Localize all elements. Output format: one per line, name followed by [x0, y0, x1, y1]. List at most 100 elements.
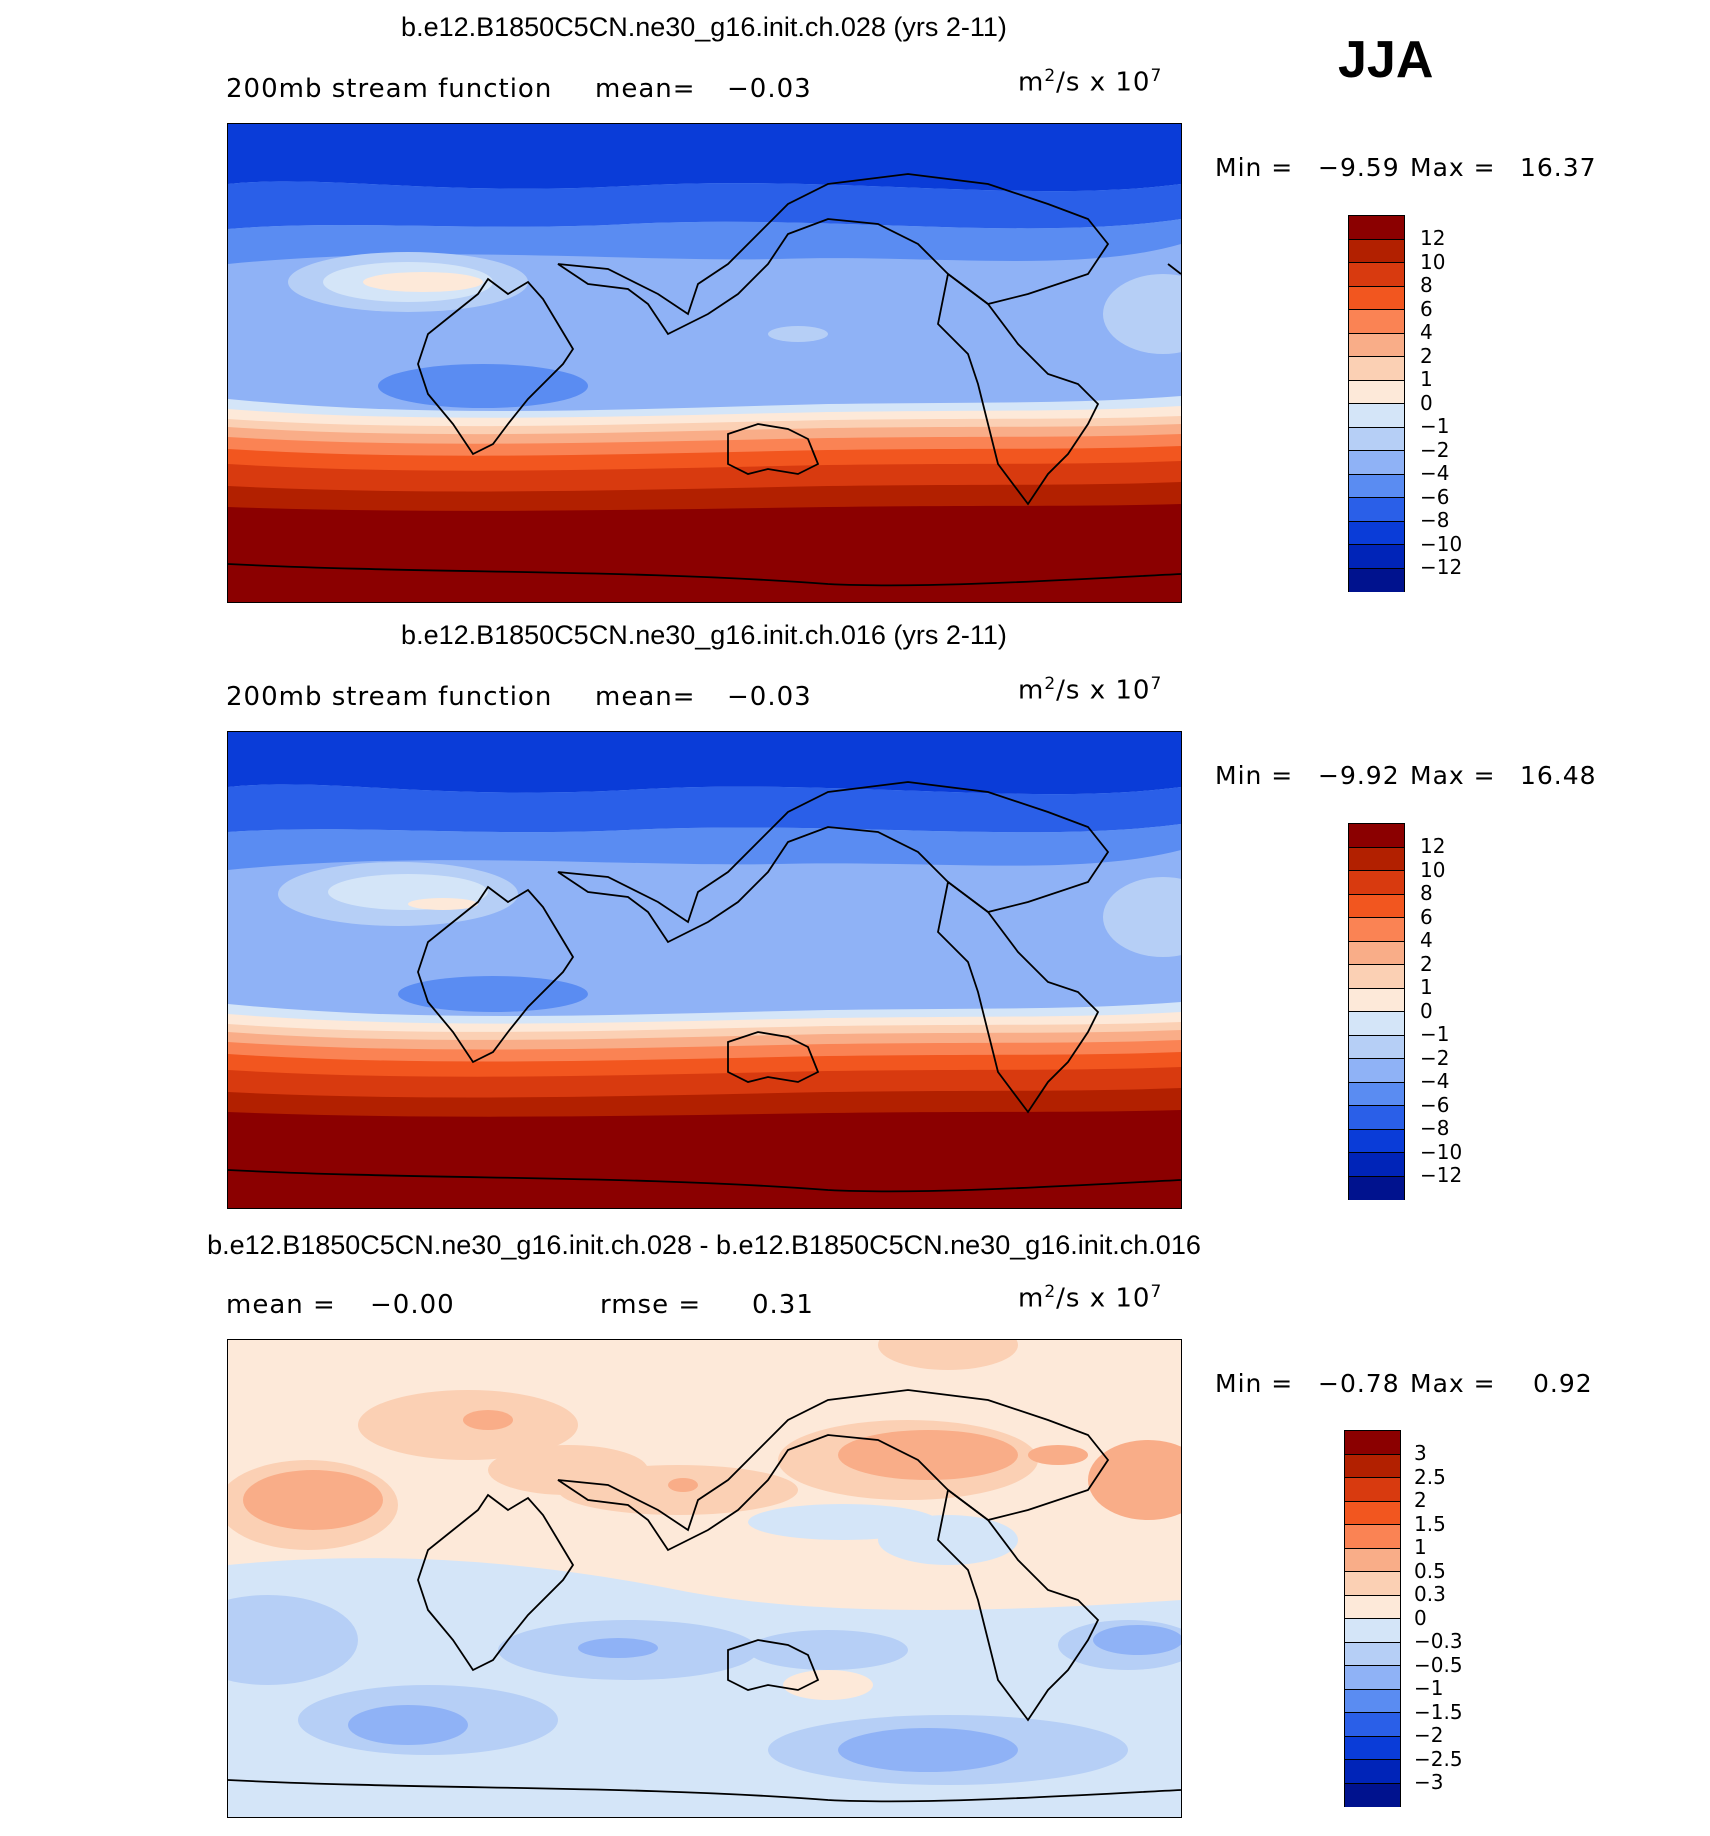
panel1-colorbar-cell — [1349, 286, 1404, 310]
colorbar-tick: 12 — [1420, 834, 1446, 858]
panel2-colorbar — [1348, 823, 1405, 1200]
panel2-colorbar-cell — [1349, 1035, 1404, 1059]
colorbar-tick: 6 — [1420, 904, 1433, 929]
panel3-colorbar-cell — [1345, 1454, 1400, 1478]
panel2-colorbar-cell — [1349, 824, 1404, 848]
panel1-colorbar — [1348, 215, 1405, 592]
panel2-colorbar-cell — [1349, 1153, 1404, 1177]
panel1-max-label: Max = — [1410, 153, 1496, 182]
colorbar-tick: 8 — [1420, 881, 1433, 905]
panel3-colorbar-cell — [1345, 1501, 1400, 1525]
panel1-min-value: −9.59 — [1318, 153, 1400, 182]
panel1-mean-label: mean= — [595, 74, 696, 104]
panel3-map — [227, 1339, 1182, 1818]
colorbar-tick: −10 — [1420, 1139, 1463, 1164]
colorbar-tick: −8 — [1420, 1116, 1450, 1140]
colorbar-tick: 1.5 — [1414, 1511, 1446, 1536]
panel2-colorbar-cell — [1349, 1082, 1404, 1106]
colorbar-tick: −6 — [1420, 1092, 1450, 1117]
panel1-field-label: 200mb stream function — [226, 74, 553, 104]
panel1-colorbar-cell — [1349, 474, 1404, 498]
panel3-colorbar-cell — [1345, 1760, 1400, 1784]
panel3-colorbar-cell — [1345, 1713, 1400, 1737]
panel3-rmse-label: rmse = — [600, 1290, 702, 1320]
panel2-max-label: Max = — [1410, 761, 1496, 790]
panel3-min-label: Min = — [1215, 1369, 1294, 1398]
colorbar-tick: 0 — [1420, 390, 1433, 415]
panel3-max-value: 0.92 — [1533, 1369, 1593, 1398]
colorbar-tick: 8 — [1420, 273, 1433, 297]
colorbar-tick: 4 — [1420, 320, 1433, 344]
panel2-colorbar-cell — [1349, 1012, 1404, 1036]
panel1-units: m2/s x 107 — [1018, 66, 1163, 98]
panel3-colorbar-cell — [1345, 1525, 1400, 1549]
panel1-colorbar-cell — [1349, 521, 1404, 545]
panel2-colorbar-cell — [1349, 965, 1404, 989]
panel2-field-label: 200mb stream function — [226, 682, 553, 712]
colorbar-tick: −6 — [1420, 484, 1450, 509]
panel1-map — [227, 123, 1182, 603]
colorbar-tick: 10 — [1420, 857, 1446, 882]
panel1-title: b.e12.B1850C5CN.ne30_g16.init.ch.028 (yr… — [401, 12, 1007, 42]
colorbar-tick: −1 — [1420, 1022, 1450, 1046]
panel2-min-value: −9.92 — [1318, 761, 1400, 790]
panel2-colorbar-cell — [1349, 894, 1404, 918]
colorbar-tick: 2 — [1414, 1488, 1427, 1512]
panel1-colorbar-cell — [1349, 216, 1404, 240]
panel1-colorbar-cell — [1349, 263, 1404, 287]
colorbar-tick: 1 — [1420, 367, 1433, 391]
panel2-units: m2/s x 107 — [1018, 674, 1163, 706]
colorbar-tick: 0.3 — [1414, 1582, 1446, 1606]
panel3-mean-label: mean = — [226, 1290, 336, 1320]
panel2-colorbar-cell — [1349, 1176, 1404, 1200]
panel2-colorbar-cell — [1349, 988, 1404, 1012]
panel3-colorbar-cell — [1345, 1783, 1400, 1807]
colorbar-tick: −1.5 — [1414, 1699, 1463, 1724]
panel1-colorbar-cell — [1349, 498, 1404, 522]
panel2-colorbar-cell — [1349, 1129, 1404, 1153]
colorbar-tick: 4 — [1420, 928, 1433, 952]
colorbar-tick: −2 — [1420, 1045, 1450, 1070]
panel2-map — [227, 731, 1182, 1209]
panel1-colorbar-cell — [1349, 239, 1404, 263]
panel3-max-label: Max = — [1410, 1369, 1496, 1398]
colorbar-tick: −8 — [1420, 508, 1450, 532]
colorbar-tick: −1 — [1420, 414, 1450, 438]
panel1-max-value: 16.37 — [1520, 153, 1597, 182]
colorbar-tick: −2 — [1414, 1723, 1444, 1747]
panel2-colorbar-cell — [1349, 871, 1404, 895]
colorbar-tick: 1 — [1420, 975, 1433, 999]
colorbar-tick: 10 — [1420, 249, 1446, 274]
colorbar-tick: −0.3 — [1414, 1629, 1463, 1653]
colorbar-tick: −2 — [1420, 437, 1450, 462]
colorbar-tick: 0 — [1414, 1605, 1427, 1630]
panel2-mean-value: −0.03 — [727, 682, 812, 712]
panel3-colorbar-cell — [1345, 1572, 1400, 1596]
panel3-min-value: −0.78 — [1318, 1369, 1400, 1398]
colorbar-tick: 12 — [1420, 226, 1446, 250]
colorbar-tick: −1 — [1414, 1676, 1444, 1700]
panel2-mean-label: mean= — [595, 682, 696, 712]
colorbar-tick: 6 — [1420, 296, 1433, 321]
panel3-units: m2/s x 107 — [1018, 1282, 1163, 1314]
colorbar-tick: 2 — [1420, 343, 1433, 368]
panel3-colorbar-cell — [1345, 1666, 1400, 1690]
panel1-colorbar-cell — [1349, 357, 1404, 381]
colorbar-tick: 0 — [1420, 998, 1433, 1023]
panel2-title: b.e12.B1850C5CN.ne30_g16.init.ch.016 (yr… — [401, 620, 1007, 650]
colorbar-tick: −4 — [1420, 461, 1450, 485]
panel3-field — [228, 1340, 1181, 1817]
panel1-colorbar-cell — [1349, 333, 1404, 357]
panel3-colorbar-cell — [1345, 1431, 1400, 1455]
panel2-max-value: 16.48 — [1520, 761, 1597, 790]
panel2-field — [228, 732, 1181, 1208]
panel3-colorbar-cell — [1345, 1619, 1400, 1643]
colorbar-tick: −0.5 — [1414, 1652, 1463, 1677]
panel3-colorbar-cell — [1345, 1478, 1400, 1502]
colorbar-tick: −4 — [1420, 1069, 1450, 1093]
colorbar-tick: 1 — [1414, 1535, 1427, 1559]
panel3-colorbar-cell — [1345, 1689, 1400, 1713]
panel1-mean-value: −0.03 — [727, 74, 812, 104]
panel1-colorbar-cell — [1349, 568, 1404, 592]
panel3-mean-value: −0.00 — [370, 1290, 455, 1320]
